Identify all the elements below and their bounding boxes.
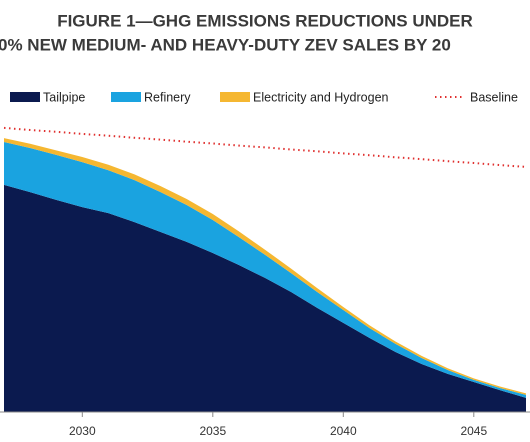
legend-swatch bbox=[220, 92, 250, 102]
chart-subtitle: 0% NEW MEDIUM- AND HEAVY-DUTY ZEV SALES … bbox=[0, 35, 451, 54]
legend-label: Electricity and Hydrogen bbox=[253, 90, 389, 104]
x-tick-label: 2035 bbox=[199, 424, 226, 438]
legend-swatch bbox=[10, 92, 40, 102]
legend-label: Baseline bbox=[470, 90, 518, 104]
legend-swatch bbox=[111, 92, 141, 102]
x-tick-label: 2045 bbox=[460, 424, 487, 438]
chart-title: FIGURE 1—GHG EMISSIONS REDUCTIONS UNDER bbox=[57, 11, 473, 30]
legend-label: Refinery bbox=[144, 90, 191, 104]
x-tick-label: 2040 bbox=[330, 424, 357, 438]
area bbox=[4, 142, 526, 398]
legend-label: Tailpipe bbox=[43, 90, 85, 104]
baseline-line bbox=[3, 126, 527, 168]
area bbox=[4, 184, 526, 412]
x-tick-label: 2030 bbox=[69, 424, 96, 438]
